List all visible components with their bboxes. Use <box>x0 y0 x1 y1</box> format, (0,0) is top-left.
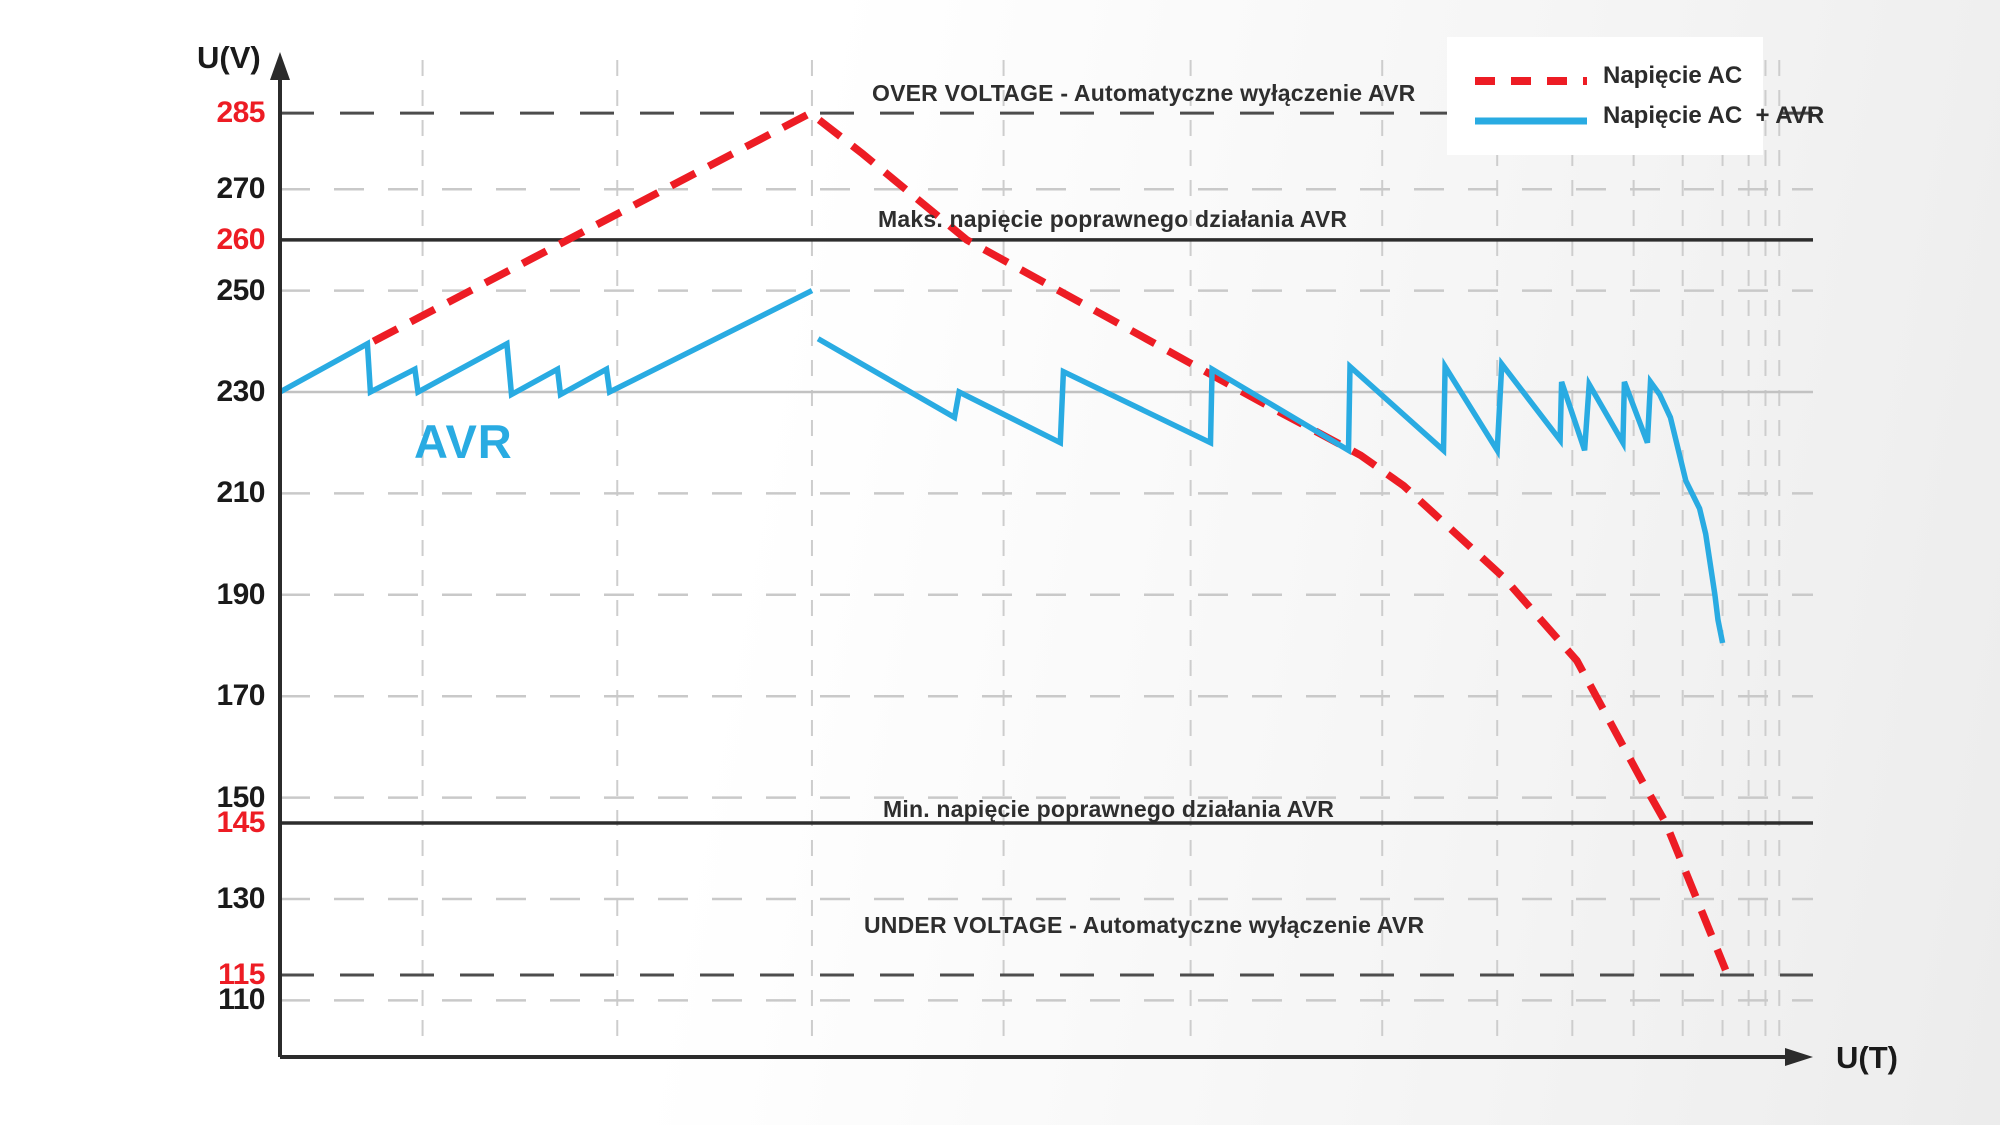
y-tick-150: 150 <box>216 780 265 814</box>
max-avr-annotation: Maks. napięcie poprawnego działania AVR <box>878 206 1348 232</box>
under-voltage-annotation: UNDER VOLTAGE - Automatyczne wyłączenie … <box>864 912 1425 938</box>
avr-curve-label: AVR <box>414 415 513 468</box>
y-tick-230: 230 <box>216 375 265 408</box>
y-tick-145: 145 <box>216 805 265 839</box>
y-tick-270: 270 <box>216 172 265 206</box>
y-tick-170: 170 <box>216 679 265 713</box>
series-line-ac-avr <box>816 336 1726 644</box>
y-tick-130: 130 <box>216 882 265 915</box>
legend-label-ac: Napięcie AC <box>1603 62 1743 89</box>
legend-swatch-avr-solid-line <box>1475 112 1587 125</box>
y-axis-label: U(V) <box>197 40 261 75</box>
y-tick-115: 115 <box>218 958 265 992</box>
x-axis-arrowhead <box>1785 1048 1813 1066</box>
y-tick-285: 285 <box>216 96 265 130</box>
series-line-ac-avr <box>278 288 814 399</box>
legend-item-ac: Napięcie AC <box>1447 62 1763 90</box>
y-tick-190: 190 <box>216 577 265 611</box>
y-tick-210: 210 <box>216 476 265 510</box>
series-line-ac <box>371 108 1730 972</box>
legend-label-ac-avr: Napięcie AC + AVR <box>1603 102 1825 129</box>
legend-swatch-ac-dashed-line <box>1475 72 1587 85</box>
y-tick-250: 250 <box>216 273 265 307</box>
legend-item-ac-avr: Napięcie AC + AVR <box>1447 102 1824 130</box>
over-voltage-annotation: OVER VOLTAGE - Automatyczne wyłączenie A… <box>872 80 1416 106</box>
min-avr-annotation: Min. napięcie poprawnego działania AVR <box>883 796 1335 822</box>
y-tick-110: 110 <box>218 983 265 1017</box>
y-axis-arrowhead <box>270 52 290 80</box>
y-tick-260: 260 <box>216 222 265 256</box>
x-axis-label: U(T) <box>1836 1040 1898 1075</box>
legend: Napięcie AC Napięcie AC + AVR <box>1447 37 1824 155</box>
